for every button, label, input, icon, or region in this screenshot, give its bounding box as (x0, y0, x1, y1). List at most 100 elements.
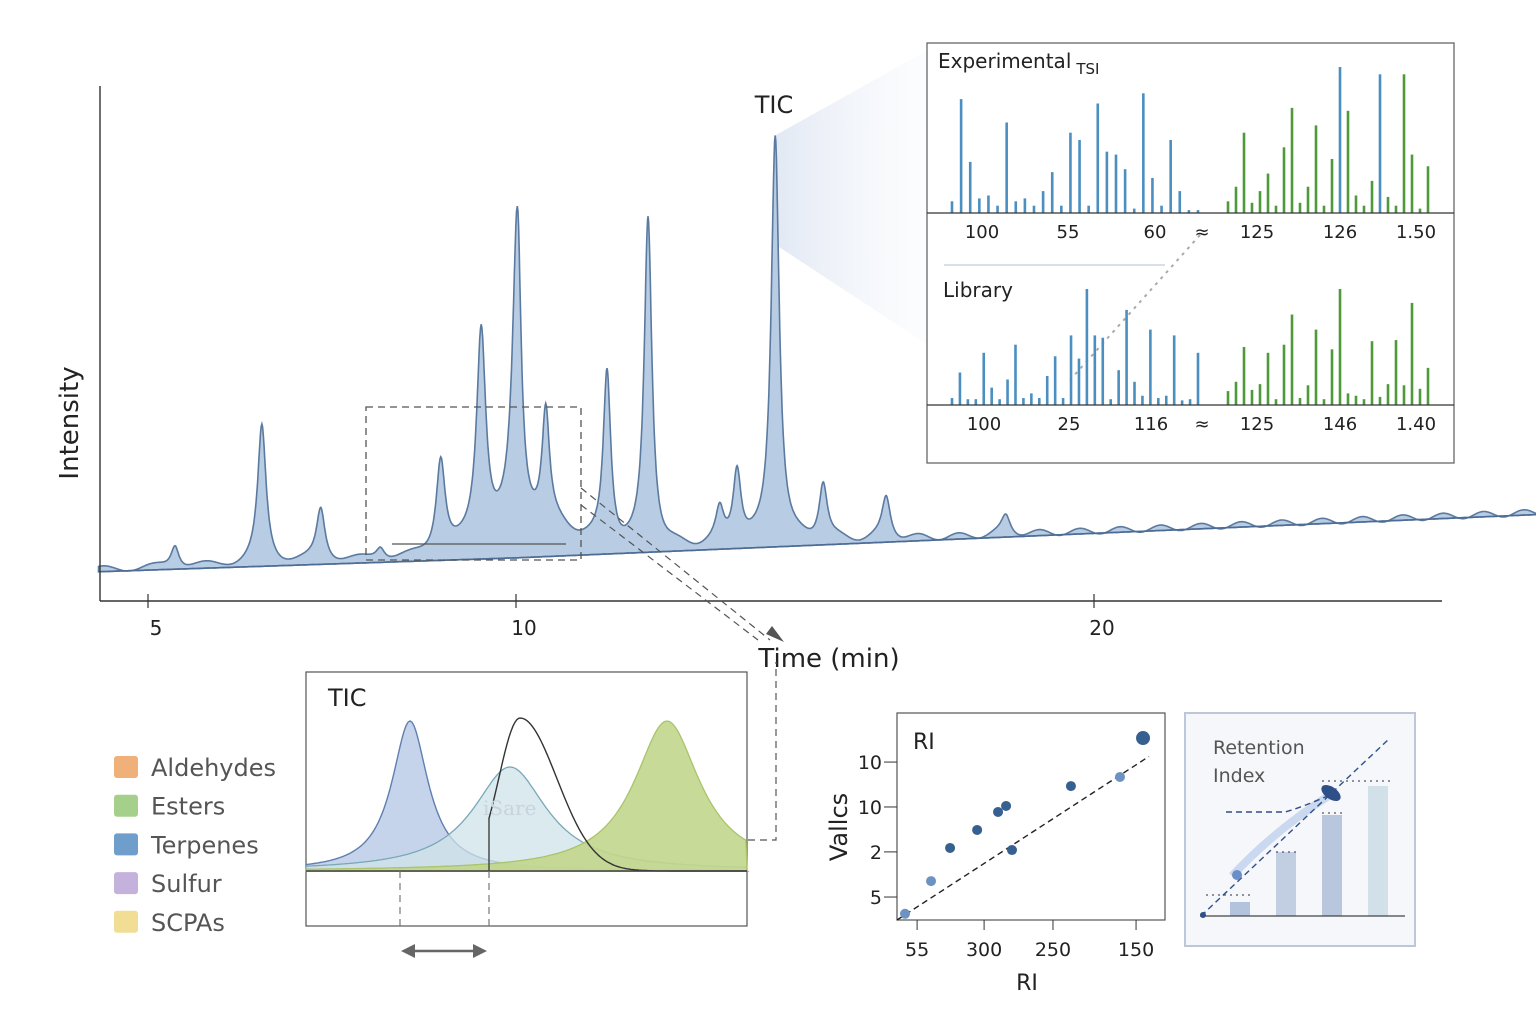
spectrum-bar (1274, 399, 1278, 405)
zoom-funnel (776, 50, 928, 345)
spectrum-bar (1426, 166, 1430, 213)
arrowhead-icon (766, 626, 784, 642)
spectrum-bar (1133, 381, 1136, 405)
spectrum-bar (1105, 151, 1109, 213)
spectrum-bar (1022, 398, 1025, 405)
scatter-point (1114, 771, 1125, 782)
spectrum-bar (1123, 169, 1127, 213)
spectrum-bar (1330, 349, 1334, 405)
legend-swatch-esters (114, 794, 138, 817)
scatter-point (1136, 731, 1151, 746)
legend-label-sulfur: Sulfur (151, 870, 222, 898)
spectrum-bar (1250, 389, 1254, 405)
spectrum-bar (1330, 158, 1334, 213)
spectrum-bar (1117, 370, 1120, 405)
spectrum-bar (1101, 337, 1105, 405)
scatter-point (972, 824, 983, 835)
x-tick-label: 55 (905, 939, 929, 961)
spectrum-bar (1410, 302, 1414, 405)
resolution-arrow-icon (401, 944, 487, 958)
scatter-y-label: Vallcs (825, 793, 853, 861)
ri-scatter: RI 55 300 250 150 10 10 2 5 RI Vallcs (825, 712, 1166, 996)
spectrum-bar (1096, 103, 1100, 213)
spectrum-bar (1041, 191, 1045, 213)
spectrum-bar (1322, 399, 1326, 405)
spectrum-bar (1172, 335, 1176, 405)
spectrum-bar (996, 205, 999, 213)
spectrum-bar (1362, 205, 1366, 213)
spectrum-bar (968, 161, 972, 213)
ri-bar (1230, 902, 1250, 916)
spectrum-bar (1418, 388, 1422, 405)
spectrum-bar (1196, 352, 1200, 405)
spectrum-bar (1037, 398, 1041, 405)
spectrum-bar (959, 99, 963, 213)
spectrum-tick-label: 1.50 (1396, 222, 1436, 243)
spectrum-bar (1157, 398, 1160, 405)
inset-title: Retention Index (1213, 737, 1305, 787)
spectrum-bar (1258, 191, 1262, 213)
ri-marker (1232, 870, 1242, 880)
y-axis-label: Intensity (55, 366, 85, 479)
spectrum-bar (1078, 140, 1081, 213)
x-tick-label: 5 (150, 616, 163, 640)
spectrum-bar (950, 201, 954, 213)
spectrum-bar (1226, 201, 1230, 213)
spectrum-panel: Experimental TSI Library 100 55 60 ≈125 126 1.… (926, 42, 1455, 464)
scatter-point (926, 876, 937, 887)
spectrum-bar (1394, 340, 1398, 405)
spectrum-bar (1093, 335, 1097, 405)
spectrum-tick-label: 25 (1058, 414, 1081, 435)
spectrum-bar (1298, 202, 1302, 213)
spectrum-bar (1180, 400, 1184, 405)
spectrum-bar (1354, 195, 1358, 213)
x-tick-label: 10 (511, 616, 536, 640)
spectrum-bar (1306, 385, 1310, 405)
legend-label-terpenes: Terpenes (150, 831, 259, 859)
spectrum-tick-label: ≈ (1194, 222, 1209, 243)
legend-swatch-aldehydes (114, 756, 138, 778)
spectrum-bar (1014, 201, 1018, 213)
tic-peak-label: TIC (754, 91, 794, 119)
spectrum-bar (1069, 132, 1072, 213)
spectrum-bar (1346, 110, 1350, 213)
x-tick-label: 20 (1089, 616, 1114, 640)
spectrum-bar (1346, 393, 1350, 405)
spectrum-bar (1258, 384, 1262, 405)
spectrum-bar (1234, 186, 1238, 213)
spectrum-bar (1109, 399, 1113, 405)
scatter-point (900, 908, 911, 919)
spectrum-bar (987, 195, 990, 213)
zoom-panel-title: TIC (327, 684, 367, 712)
spectrum-bar (1053, 356, 1057, 405)
spectrum-bar (982, 352, 986, 405)
spectrum-bar (1188, 399, 1192, 405)
spectrum-bar (1266, 173, 1270, 213)
spectrum-bar (1282, 147, 1286, 213)
spectrum-bar (1274, 205, 1278, 213)
spectrum-bar (958, 372, 962, 405)
spectrum-bar (1087, 205, 1090, 213)
spectrum-bar (1032, 205, 1036, 213)
spectrum-bar (1006, 379, 1009, 405)
watermark: iSare (483, 796, 536, 820)
spectrum-bar (1114, 154, 1118, 213)
library-title: Library (943, 278, 1013, 302)
spectrum-tick-label: 146 (1323, 414, 1357, 435)
spectrum-bar (1386, 384, 1390, 405)
spectrum-bar (1426, 367, 1430, 405)
spectrum-bar (1370, 180, 1374, 213)
spectrum-tick-label: 60 (1144, 222, 1167, 243)
spectrum-bar (1178, 191, 1182, 213)
spectrum-bar (1282, 344, 1286, 405)
legend-label-esters: Esters (151, 793, 225, 821)
tic-zoom-panel: TIC iSare (305, 671, 750, 958)
legend-label-scpas: SCPAs (151, 909, 225, 937)
spectrum-tick-label: 116 (1134, 414, 1168, 435)
spectrum-bar (1085, 289, 1089, 405)
spectrum-bar (1164, 395, 1168, 405)
spectrum-bar (1418, 208, 1422, 213)
spectrum-bar (1298, 398, 1302, 405)
spectrum-bar (1142, 93, 1145, 213)
spectrum-bar (1169, 140, 1172, 213)
